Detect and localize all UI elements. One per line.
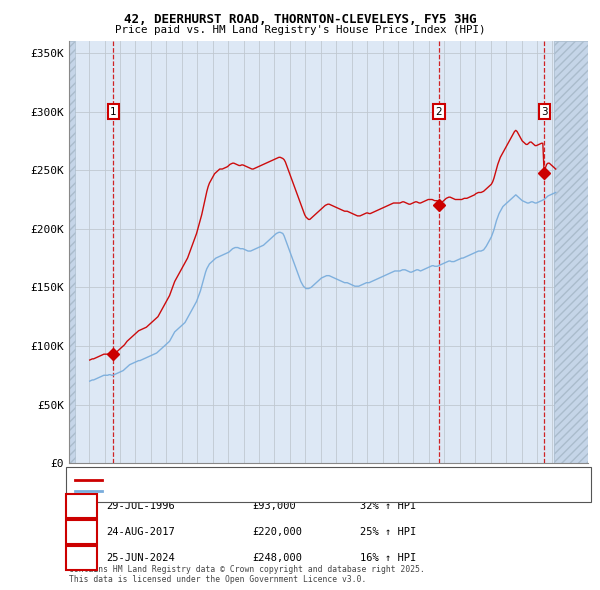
Bar — [554, 41, 588, 463]
Text: Contains HM Land Registry data © Crown copyright and database right 2025.
This d: Contains HM Land Registry data © Crown c… — [69, 565, 425, 584]
Text: 1: 1 — [78, 502, 85, 511]
Text: £93,000: £93,000 — [252, 502, 296, 511]
Text: 25-JUN-2024: 25-JUN-2024 — [106, 553, 175, 563]
Text: 25% ↑ HPI: 25% ↑ HPI — [360, 527, 416, 537]
Text: Price paid vs. HM Land Registry's House Price Index (HPI): Price paid vs. HM Land Registry's House … — [115, 25, 485, 35]
Text: 2: 2 — [78, 527, 85, 537]
Text: 42, DEERHURST ROAD, THORNTON-CLEVELEYS, FY5 3HG: 42, DEERHURST ROAD, THORNTON-CLEVELEYS, … — [124, 13, 476, 26]
Text: 32% ↑ HPI: 32% ↑ HPI — [360, 502, 416, 511]
Bar — [69, 41, 75, 463]
Text: 42, DEERHURST ROAD, THORNTON-CLEVELEYS, FY5 3HG (detached house): 42, DEERHURST ROAD, THORNTON-CLEVELEYS, … — [106, 475, 450, 484]
Text: 16% ↑ HPI: 16% ↑ HPI — [360, 553, 416, 563]
Text: 3: 3 — [541, 107, 548, 117]
Text: 24-AUG-2017: 24-AUG-2017 — [106, 527, 175, 537]
Bar — [554, 41, 588, 463]
Text: 29-JUL-1996: 29-JUL-1996 — [106, 502, 175, 511]
Text: 3: 3 — [78, 553, 85, 563]
Text: 2: 2 — [436, 107, 442, 117]
Text: HPI: Average price, detached house, Blackpool: HPI: Average price, detached house, Blac… — [106, 486, 348, 495]
Bar — [69, 41, 75, 463]
Text: £220,000: £220,000 — [252, 527, 302, 537]
Text: 1: 1 — [110, 107, 117, 117]
Text: £248,000: £248,000 — [252, 553, 302, 563]
